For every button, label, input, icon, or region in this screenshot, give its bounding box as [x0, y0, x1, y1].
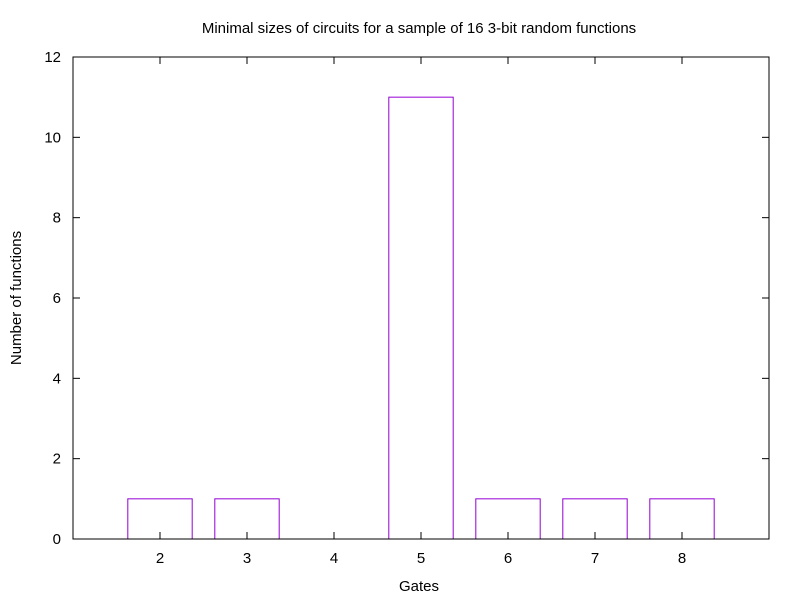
x-tick-label: 4: [330, 550, 338, 567]
x-tick-label: 7: [591, 550, 599, 567]
y-tick-label: 10: [44, 129, 61, 146]
y-tick-label: 12: [44, 49, 61, 66]
y-axis-label: Number of functions: [8, 231, 25, 365]
x-tick-label: 5: [417, 550, 425, 567]
y-tick-label: 8: [53, 210, 61, 227]
chart-title: Minimal sizes of circuits for a sample o…: [202, 20, 636, 37]
y-tick-label: 6: [53, 290, 61, 307]
axis-ticks: 0 2 4 6 8 10 12 2 3 4 5 6 7 8: [44, 49, 769, 567]
y-tick-label: 4: [53, 370, 61, 387]
bar-gates-5: [388, 96, 454, 540]
x-tick-label: 8: [678, 550, 686, 567]
plot-frame: [72, 56, 770, 540]
x-tick-label: 6: [504, 550, 512, 567]
bars: [127, 96, 715, 540]
y-tick-label: 0: [53, 531, 61, 548]
x-axis-label: Gates: [399, 578, 439, 595]
x-tick-label: 3: [243, 550, 251, 567]
y-tick-label: 2: [53, 451, 61, 468]
x-tick-label: 2: [156, 550, 164, 567]
